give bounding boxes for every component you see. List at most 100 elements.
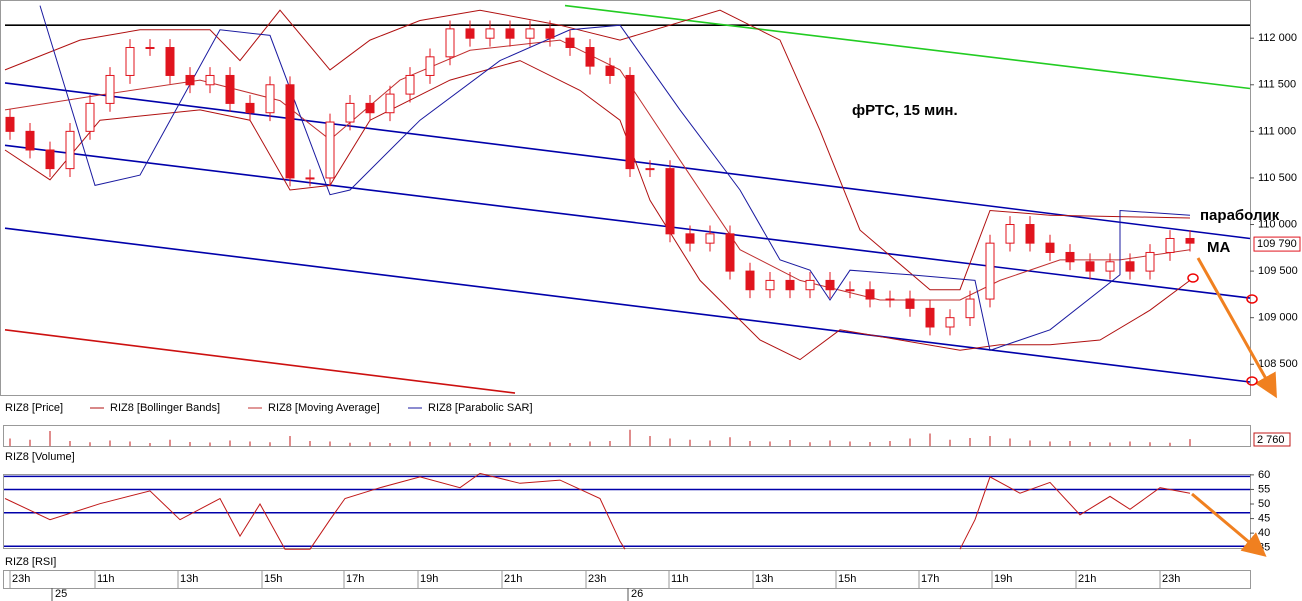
arrow [1191, 492, 1267, 557]
candle-body [865, 289, 875, 300]
x-tick-label: 21h [504, 573, 522, 585]
candle-body [25, 130, 35, 151]
candle-body [605, 65, 615, 76]
rsi-panel [3, 474, 1251, 549]
marker-circle [1246, 376, 1258, 386]
trendline [564, 4, 1251, 90]
candle-body [1165, 237, 1175, 253]
day-label: 26 [631, 588, 643, 600]
x-tick-label: 11h [97, 573, 115, 585]
candle-body [1125, 261, 1135, 272]
candle-body [65, 130, 75, 170]
candle-body [505, 28, 515, 39]
candle-body [1185, 237, 1195, 244]
annotation: MA [1207, 239, 1230, 256]
legend-label: RIZ8 [Bollinger Bands] [110, 402, 220, 414]
x-tick-label: 23h [12, 573, 30, 585]
y-tick-label: 109 000 [1258, 312, 1298, 324]
trendline [4, 144, 1251, 299]
time-axis [3, 570, 1251, 589]
candle-body [125, 47, 135, 76]
candle-body [165, 47, 175, 76]
x-tick-label: 13h [180, 573, 198, 585]
candle-body [225, 74, 235, 104]
layers: 108 500 109 000 109 500 110 000 110 500 111 0… [4, 4, 1301, 601]
last-price-box [1253, 236, 1301, 252]
y-tick-label: 60 [1258, 469, 1270, 481]
candle-body [805, 279, 815, 291]
annotation: параболик [1200, 207, 1280, 224]
candle-body [1025, 224, 1035, 244]
volume-panel [3, 425, 1251, 447]
candle-body [545, 28, 555, 39]
candle-body [1085, 261, 1095, 272]
candle-body [745, 270, 755, 291]
trendline [4, 329, 516, 394]
marker-circle [1246, 294, 1258, 304]
rsi-line [4, 472, 1191, 550]
candle-body [825, 279, 835, 291]
x-tick-label: 15h [264, 573, 282, 585]
candle-body [245, 102, 255, 114]
candle-body [925, 307, 935, 328]
candle-body [5, 116, 15, 132]
candle-body [145, 47, 155, 50]
y-tick-label: 108 500 [1258, 358, 1298, 370]
candle-body [725, 233, 735, 272]
x-tick-label: 19h [994, 573, 1012, 585]
y-tick-label: 40 [1258, 527, 1270, 539]
candle-body [585, 47, 595, 67]
candle-body [705, 233, 715, 244]
candle-body [685, 233, 695, 244]
y-tick-label: 50 [1258, 498, 1270, 510]
last-volume-label: 2 760 [1257, 434, 1285, 446]
candle-body [105, 74, 115, 104]
panel-label: RIZ8 [RSI] [5, 556, 56, 568]
candle-body [985, 242, 995, 300]
candle-body [45, 149, 55, 170]
y-tick-label: 112 000 [1258, 32, 1297, 44]
candle-body [1045, 242, 1055, 253]
panel-label: RIZ8 [Volume] [5, 451, 75, 463]
indicator-line [39, 5, 1191, 351]
candle-body [565, 37, 575, 49]
bollinger-lower [4, 60, 1191, 361]
legend-label: RIZ8 [Price] [5, 402, 63, 414]
candle-body [765, 279, 775, 291]
y-tick-label: 110 500 [1258, 172, 1297, 184]
chart-title: фРТС, 15 мин. [852, 102, 958, 119]
candle-body [485, 28, 495, 39]
candle-body [965, 298, 975, 319]
candle-body [365, 102, 375, 114]
marker-circle [1187, 273, 1199, 283]
candle-body [305, 177, 315, 180]
x-tick-label: 21h [1078, 573, 1096, 585]
candle-body [85, 102, 95, 132]
candle-body [445, 28, 455, 58]
x-tick-label: 19h [420, 573, 438, 585]
candle-body [525, 28, 535, 39]
y-tick-label: 55 [1258, 483, 1270, 495]
candle-body [265, 84, 275, 114]
x-tick-label: 23h [1162, 573, 1180, 585]
trendline [4, 227, 1251, 383]
candle-body [345, 102, 355, 123]
day-label: 25 [55, 588, 67, 600]
candle-body [385, 93, 395, 114]
x-tick-label: 17h [921, 573, 939, 585]
x-tick-label: 15h [838, 573, 856, 585]
bollinger-upper [4, 9, 1191, 291]
candle-body [1145, 251, 1155, 272]
candle-body [645, 168, 655, 171]
arrow [1196, 257, 1277, 399]
candle-body [885, 298, 895, 301]
y-tick-label: 109 500 [1258, 265, 1298, 277]
candle-body [205, 74, 215, 86]
legend-label: RIZ8 [Moving Average] [268, 402, 380, 414]
candle-body [785, 279, 795, 291]
candle-body [905, 298, 915, 309]
y-tick-label: 111 500 [1258, 79, 1296, 91]
x-tick-label: 13h [755, 573, 773, 585]
candle-body [1005, 224, 1015, 244]
